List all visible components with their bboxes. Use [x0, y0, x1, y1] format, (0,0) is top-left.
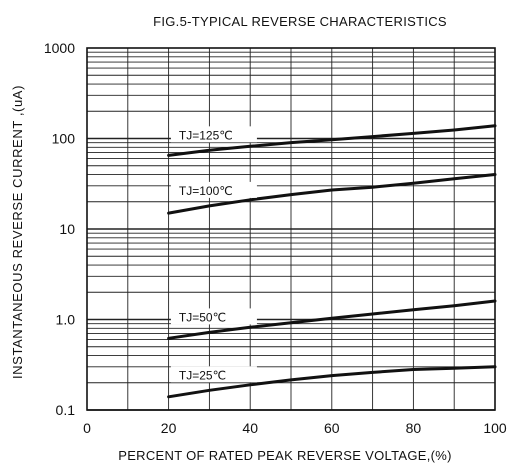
x-tick-label: 100 [483, 420, 507, 436]
x-tick-label: 40 [242, 420, 258, 436]
x-axis-label: PERCENT OF RATED PEAK REVERSE VOLTAGE,(%… [118, 448, 452, 463]
y-tick-label: 1.0 [56, 312, 76, 328]
y-tick-label: 10 [59, 221, 75, 237]
plot-frame [86, 47, 496, 411]
series-group [167, 124, 497, 399]
label-tj-25: TJ=25℃ [179, 368, 226, 382]
x-tick-label: 60 [324, 420, 340, 436]
y-tick-label: 0.1 [56, 402, 76, 418]
x-tick-label: 0 [83, 420, 91, 436]
curve-tj-25 [167, 365, 497, 399]
series-label-bg [170, 181, 257, 198]
y-tick-label: 1000 [44, 40, 75, 56]
curve-tj-100 [167, 173, 497, 215]
series-label-bg [170, 308, 257, 325]
series-labels: TJ=125℃ TJ=100℃ TJ=50℃ TJ=25℃ [170, 126, 257, 383]
label-tj-50: TJ=50℃ [179, 310, 226, 324]
x-tick-label: 20 [161, 420, 177, 436]
label-tj-125: TJ=125℃ [179, 128, 233, 142]
curve-tj-50 [167, 299, 497, 340]
x-tick-label: 80 [406, 420, 422, 436]
series-label-bg [170, 366, 257, 383]
series-label-bg [170, 126, 257, 143]
y-tick-label: 100 [52, 131, 76, 147]
label-tj-100: TJ=100℃ [179, 184, 233, 198]
grid [86, 47, 496, 411]
tick-labels: 0 20 40 60 80 100 0.1 1.0 10 100 1000 [44, 40, 507, 436]
curve-tj-125 [167, 124, 497, 157]
chart-title: FIG.5-TYPICAL REVERSE CHARACTERISTICS [153, 14, 447, 29]
